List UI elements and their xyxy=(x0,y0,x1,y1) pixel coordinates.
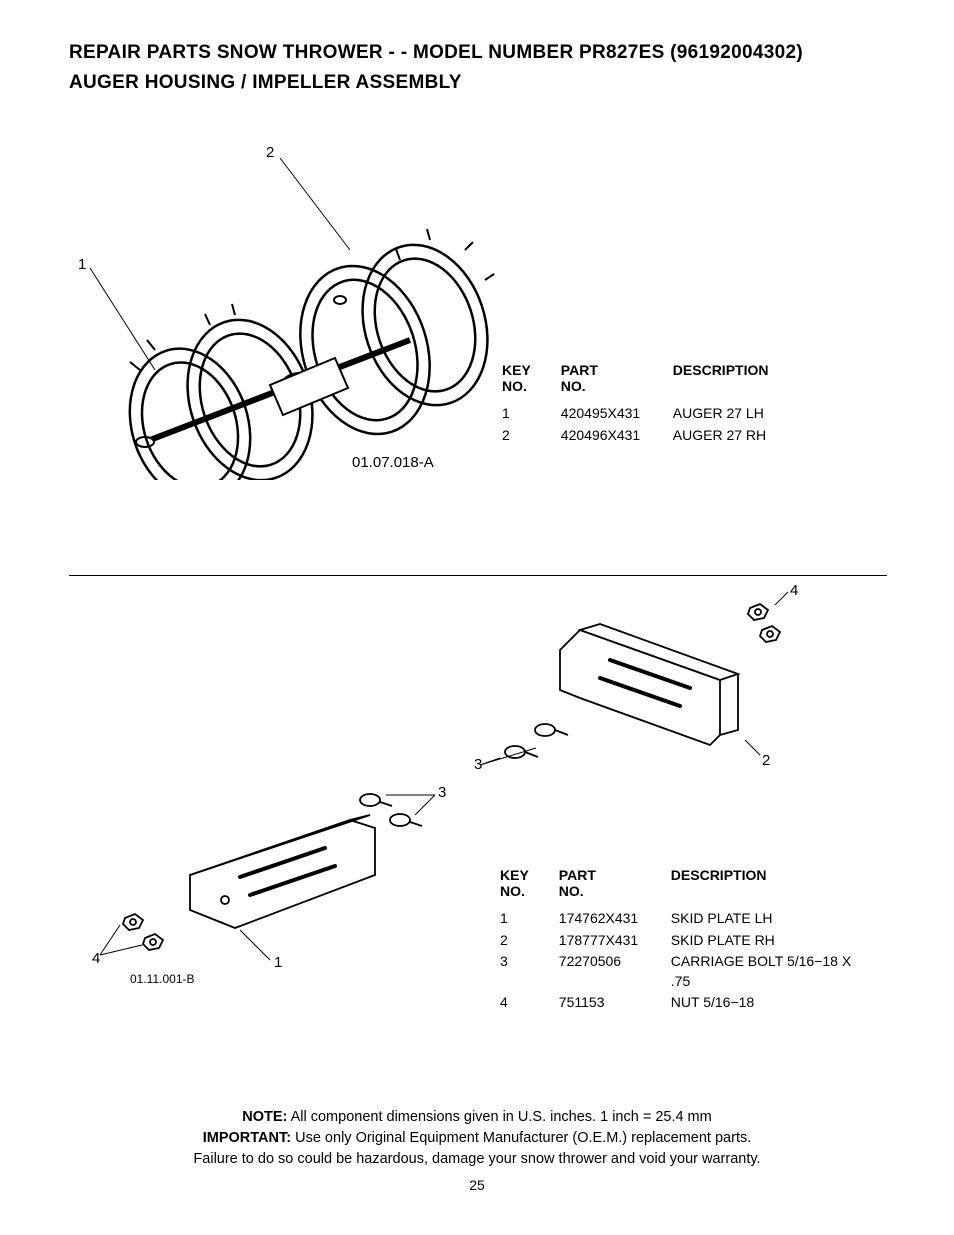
table-row: 2 178777X431 SKID PLATE RH xyxy=(500,931,898,951)
footer-notes: NOTE: All component dimensions given in … xyxy=(0,1107,954,1170)
note-text: All component dimensions given in U.S. i… xyxy=(287,1109,711,1125)
table-row: 1 420495X431 AUGER 27 LH xyxy=(502,404,796,424)
cell-desc: SKID PLATE LH xyxy=(671,909,898,929)
auger-diagram: 1 2 01.07.018-A xyxy=(70,140,540,480)
cell-key: 2 xyxy=(502,426,559,446)
cell-key: 1 xyxy=(502,404,559,424)
th-desc: DESCRIPTION xyxy=(671,867,898,907)
note-label: NOTE: xyxy=(242,1109,287,1125)
important-text: Use only Original Equipment Manufacturer… xyxy=(291,1130,751,1146)
th-part: PARTNO. xyxy=(561,362,671,402)
callout-1: 1 xyxy=(78,256,86,273)
cell-desc: AUGER 27 LH xyxy=(673,404,797,424)
cell-key: 4 xyxy=(500,993,557,1013)
callout-2: 2 xyxy=(762,752,770,769)
title-line-2: AUGER HOUSING / IMPELLER ASSEMBLY xyxy=(69,68,803,98)
th-desc: DESCRIPTION xyxy=(673,362,797,402)
skid-plate-lh-diagram: 4 1 3 01.11.001-B xyxy=(70,780,450,990)
diagram-top-caption: 01.07.018-A xyxy=(352,454,434,471)
th-key: KEYNO. xyxy=(502,362,559,402)
section-top: 1 2 01.07.018-A KEYNO. PARTNO. DESCRIPTI… xyxy=(60,140,900,540)
important-label: IMPORTANT: xyxy=(203,1130,291,1146)
cell-desc: SKID PLATE RH xyxy=(671,931,898,951)
table-row: 3 72270506 CARRIAGE BOLT 5/16−18 X .75 xyxy=(500,952,898,991)
cell-part: 174762X431 xyxy=(559,909,669,929)
cell-key: 1 xyxy=(500,909,557,929)
page-title: REPAIR PARTS SNOW THROWER - - MODEL NUMB… xyxy=(69,38,803,99)
th-key: KEYNO. xyxy=(500,867,557,907)
skid-plate-rh-diagram: 3 2 4 xyxy=(460,580,800,785)
cell-part: 420495X431 xyxy=(561,404,671,424)
table-row: 1 174762X431 SKID PLATE LH xyxy=(500,909,898,929)
footer-line-3: Failure to do so could be hazardous, dam… xyxy=(0,1149,954,1170)
callout-4: 4 xyxy=(92,950,100,967)
parts-table-top: KEYNO. PARTNO. DESCRIPTION 1 420495X431 … xyxy=(500,360,798,447)
table-row: 4 751153 NUT 5/16−18 xyxy=(500,993,898,1013)
callout-4: 4 xyxy=(790,582,798,599)
parts-table-bottom: KEYNO. PARTNO. DESCRIPTION 1 174762X431 … xyxy=(498,865,900,1015)
section-bottom: 3 2 4 xyxy=(60,580,900,1010)
cell-desc: NUT 5/16−18 xyxy=(671,993,898,1013)
cell-part: 751153 xyxy=(559,993,669,1013)
table-row: 2 420496X431 AUGER 27 RH xyxy=(502,426,796,446)
page-number: 25 xyxy=(0,1177,954,1193)
footer-note-line: NOTE: All component dimensions given in … xyxy=(0,1107,954,1128)
th-part: PARTNO. xyxy=(559,867,669,907)
section-divider xyxy=(69,575,887,576)
callout-1: 1 xyxy=(274,954,282,971)
diagram-bl-caption: 01.11.001-B xyxy=(130,972,195,986)
callout-3: 3 xyxy=(438,784,446,801)
callout-2: 2 xyxy=(266,144,274,161)
cell-desc: AUGER 27 RH xyxy=(673,426,797,446)
footer-important-line: IMPORTANT: Use only Original Equipment M… xyxy=(0,1128,954,1149)
cell-part: 420496X431 xyxy=(561,426,671,446)
cell-key: 3 xyxy=(500,952,557,991)
cell-key: 2 xyxy=(500,931,557,951)
cell-part: 178777X431 xyxy=(559,931,669,951)
cell-part: 72270506 xyxy=(559,952,669,991)
cell-desc: CARRIAGE BOLT 5/16−18 X .75 xyxy=(671,952,898,991)
callout-3: 3 xyxy=(474,756,482,773)
title-line-1: REPAIR PARTS SNOW THROWER - - MODEL NUMB… xyxy=(69,38,803,68)
